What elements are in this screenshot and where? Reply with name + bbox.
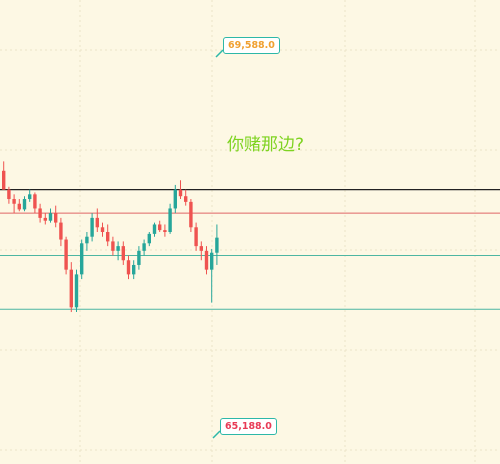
candle-body [43, 217, 47, 221]
candle-body [163, 230, 167, 232]
high-label-pointer [215, 49, 224, 58]
candle-body [80, 243, 84, 275]
candle-body [33, 194, 37, 209]
candle-body [85, 236, 89, 244]
candle-body [126, 260, 131, 275]
low-label-pointer [212, 430, 221, 439]
candle-body [12, 199, 16, 204]
horizontal-price-lines [0, 188, 500, 310]
candle-body [2, 170, 6, 190]
candle-body [111, 241, 115, 251]
candle-body [152, 224, 157, 234]
candle-body [173, 189, 177, 209]
candle-body [54, 213, 58, 223]
candle-body [158, 224, 162, 231]
candle-body [204, 250, 209, 270]
candle-body [116, 246, 120, 251]
candle-body [17, 203, 21, 210]
candle-body [69, 269, 73, 308]
candle-body [132, 264, 136, 275]
annotation-text: 你赌那边? [227, 135, 305, 155]
candle-body [189, 201, 193, 228]
candle-body [210, 252, 214, 270]
candle-body [215, 237, 219, 253]
candle-body [106, 232, 110, 242]
candle-body [22, 199, 27, 210]
high-price-label: 69,588.0 [223, 37, 280, 54]
candle-body [184, 196, 188, 202]
candle-body [64, 239, 68, 270]
candle-body [59, 222, 63, 240]
candles [2, 161, 219, 313]
price-label-pointers [212, 49, 224, 439]
candle-body [147, 233, 151, 244]
candle-body [7, 189, 11, 200]
candle-body [48, 213, 53, 221]
candle-body [121, 246, 125, 261]
candle-body [74, 274, 79, 308]
candle-body [100, 227, 105, 232]
candle-body [28, 194, 32, 200]
candle-body [38, 208, 42, 218]
candle-body [194, 227, 198, 247]
candle-body [95, 217, 99, 228]
candle-body [199, 246, 203, 251]
candle-body [168, 208, 172, 232]
candle-body [142, 243, 146, 251]
candle-body [137, 250, 141, 265]
candle-body [178, 189, 183, 197]
low-price-label: 65,188.0 [220, 418, 277, 435]
candle-body [90, 217, 94, 237]
